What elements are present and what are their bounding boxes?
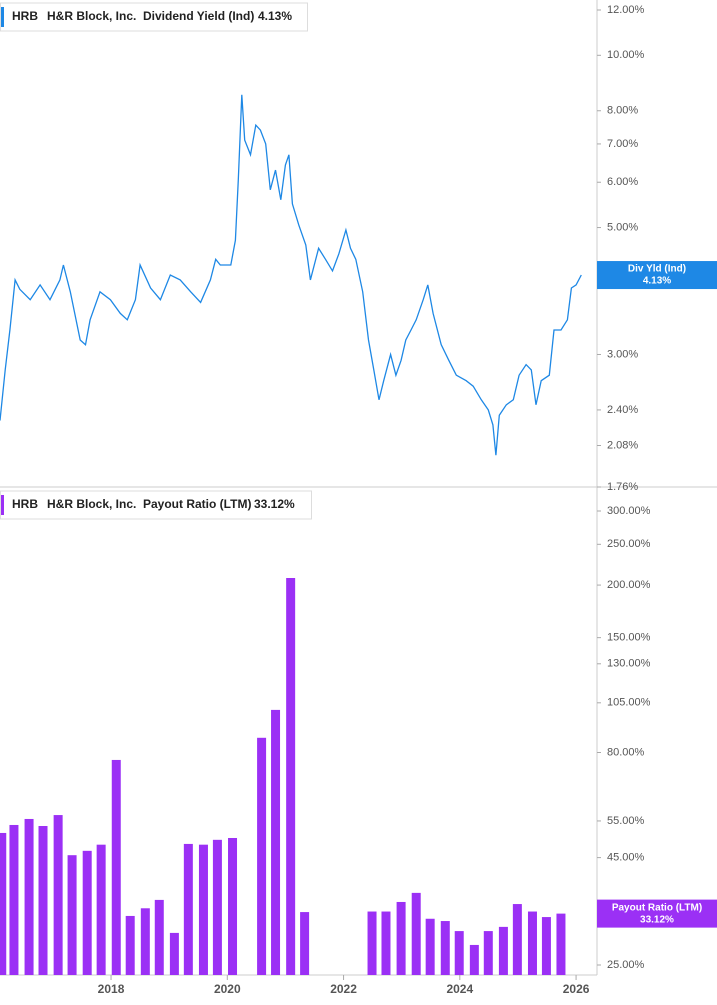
bar [212, 839, 222, 975]
line [0, 94, 582, 456]
y-tick-label: 55.00% [607, 815, 645, 827]
y-tick-label: 12.00% [607, 4, 645, 16]
bar [9, 824, 19, 975]
legend-value: 33.12% [254, 497, 295, 511]
legend-ticker: HRB [12, 9, 38, 23]
bar [154, 899, 164, 975]
bar [381, 911, 391, 975]
x-tick-label: 2018 [98, 982, 125, 996]
last-value-name: Payout Ratio (LTM) [612, 902, 702, 913]
bar [425, 918, 435, 975]
x-tick-label: 2020 [214, 982, 241, 996]
y-tick-label: 3.00% [607, 348, 638, 360]
x-tick-label: 2024 [446, 982, 473, 996]
bar [440, 921, 450, 975]
bar [512, 904, 522, 975]
legend-box [0, 2, 308, 32]
bar [53, 815, 63, 975]
y-tick-label: 8.00% [607, 105, 638, 117]
bar [300, 912, 310, 975]
bar [169, 932, 179, 975]
bar [367, 911, 377, 975]
last-value-name: Div Yld (Ind) [628, 264, 686, 275]
legend-swatch [1, 495, 4, 515]
x-tick-label: 2026 [563, 982, 590, 996]
legend-ticker: HRB [12, 497, 38, 511]
y-tick-label: 130.00% [607, 658, 651, 670]
bar [257, 737, 267, 975]
bar [67, 855, 77, 975]
bar [556, 913, 566, 975]
last-value-label: 4.13% [643, 276, 671, 287]
last-value-box [597, 261, 717, 290]
bar [396, 901, 406, 975]
bar [111, 759, 121, 975]
y-tick-label: 80.00% [607, 746, 645, 758]
y-tick-label: 10.00% [607, 49, 645, 61]
bar [469, 944, 479, 975]
y-tick-label: 2.08% [607, 439, 638, 451]
legend-series: Payout Ratio (LTM) [143, 497, 251, 511]
y-tick-label: 45.00% [607, 852, 645, 864]
bar [286, 578, 296, 975]
bar [140, 908, 150, 975]
last-value-label: 33.12% [640, 914, 674, 925]
legend-series: Dividend Yield (Ind) [143, 9, 254, 23]
y-tick-label: 250.00% [607, 538, 651, 550]
bar [183, 843, 193, 975]
y-tick-label: 1.76% [607, 481, 638, 493]
bar [454, 931, 464, 975]
bar [411, 892, 421, 975]
legend-value: 4.13% [258, 9, 292, 23]
y-tick-label: 5.00% [607, 221, 638, 233]
bar [498, 926, 508, 975]
y-tick-label: 6.00% [607, 176, 638, 188]
bar [541, 917, 551, 975]
y-tick-label: 2.40% [607, 404, 638, 416]
legend-company: H&R Block, Inc. [47, 497, 136, 511]
bar [527, 911, 537, 975]
bar [38, 825, 48, 975]
legend-swatch [1, 7, 4, 27]
bar [24, 818, 34, 975]
bar [271, 709, 281, 975]
y-tick-label: 25.00% [607, 959, 645, 971]
bar [0, 832, 7, 975]
bar [82, 850, 92, 975]
legend-box [0, 490, 312, 520]
x-tick-label: 2022 [330, 982, 357, 996]
bar [125, 915, 135, 975]
y-tick-label: 300.00% [607, 505, 651, 517]
bar [483, 931, 493, 975]
last-value-box [597, 899, 717, 928]
y-tick-label: 7.00% [607, 138, 638, 150]
bar [228, 837, 238, 975]
y-tick-label: 200.00% [607, 579, 651, 591]
y-tick-label: 105.00% [607, 697, 651, 709]
y-tick-label: 150.00% [607, 632, 651, 644]
bar [96, 844, 106, 975]
legend-company: H&R Block, Inc. [47, 9, 136, 23]
bar [198, 844, 208, 975]
